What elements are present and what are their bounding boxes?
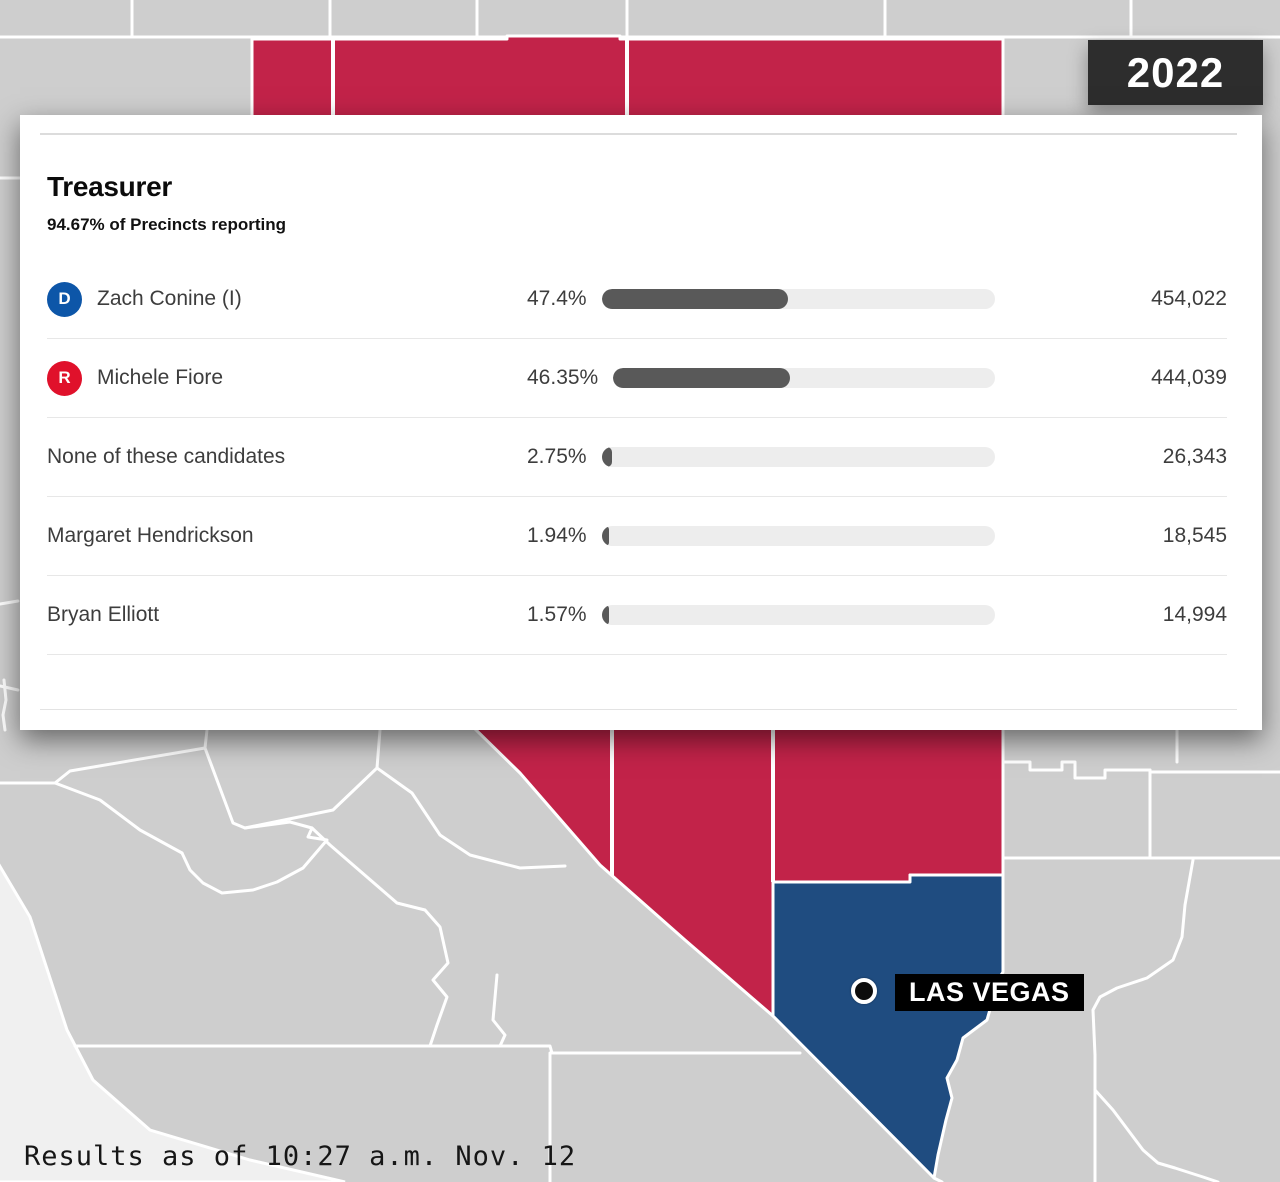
precincts-reporting: 94.67% of Precincts reporting [47,215,287,234]
candidate-row: D Zach Conine (I) 47.4% 454,022 [47,260,1227,339]
vote-count: 26,343 [1162,445,1227,468]
candidate-name: Zach Conine (I) [97,287,242,310]
candidate-name: Margaret Hendrickson [47,524,254,547]
city-marker-dot [851,978,877,1004]
year-badge: 2022 [1088,40,1263,105]
vote-count: 454,022 [1151,287,1227,310]
county-borders-utah-arizona [932,728,1280,1182]
result-bar-track [601,289,995,309]
result-bar-fill [601,605,609,625]
percent-label: 1.57% [527,603,587,626]
result-bar-fill [601,447,613,467]
result-bar-fill [613,368,791,388]
city-label: LAS VEGAS [895,974,1084,1011]
vote-count: 18,545 [1162,524,1227,547]
result-bar-track [601,526,995,546]
candidate-identity: R Michele Fiore [47,360,527,396]
result-bar-track [601,605,995,625]
party-badge: D [47,281,82,317]
candidate-rows: D Zach Conine (I) 47.4% 454,022 R Michel… [47,260,1227,655]
race-title: Treasurer [47,171,172,202]
result-bar-fill [601,289,789,309]
result-bar-fill [601,526,610,546]
card-top-hairline [40,133,1237,135]
county-borders-california [0,728,802,1182]
clark-county-democrat-region [771,873,1005,1180]
county-borders-left-edge [0,176,22,732]
city-label-text: LAS VEGAS [909,977,1070,1007]
results-timestamp: Results as of 10:27 a.m. Nov. 12 [24,1141,577,1172]
candidate-row: Bryan Elliott 1.57% 14,994 [47,576,1227,655]
nevada-republican-region [250,34,1005,1018]
party-badge: R [47,360,82,396]
year-badge-label: 2022 [1126,48,1225,96]
percent-label: 1.94% [527,524,587,547]
candidate-identity: D Zach Conine (I) [47,281,527,317]
percent-label: 46.35% [527,366,599,389]
card-bottom-hairline [40,709,1237,710]
candidate-name: Michele Fiore [97,366,224,389]
candidate-name: None of these candidates [47,445,286,468]
county-borders-top [0,0,1280,39]
vote-count: 444,039 [1151,366,1227,389]
vote-count: 14,994 [1162,603,1227,626]
candidate-identity: Margaret Hendrickson [47,524,527,548]
candidate-identity: Bryan Elliott [47,603,527,627]
coastal-light-region [0,863,346,1182]
candidate-row: R Michele Fiore 46.35% 444,039 [47,339,1227,418]
candidate-row: Margaret Hendrickson 1.94% 18,545 [47,497,1227,576]
percent-label: 2.75% [527,445,587,468]
candidate-identity: None of these candidates [47,445,527,469]
candidate-row: None of these candidates 2.75% 26,343 [47,418,1227,497]
candidate-name: Bryan Elliott [47,603,160,626]
result-bar-track [601,447,995,467]
percent-label: 47.4% [527,287,587,310]
results-card: Treasurer 94.67% of Precincts reporting … [20,115,1262,730]
result-bar-track [613,368,995,388]
